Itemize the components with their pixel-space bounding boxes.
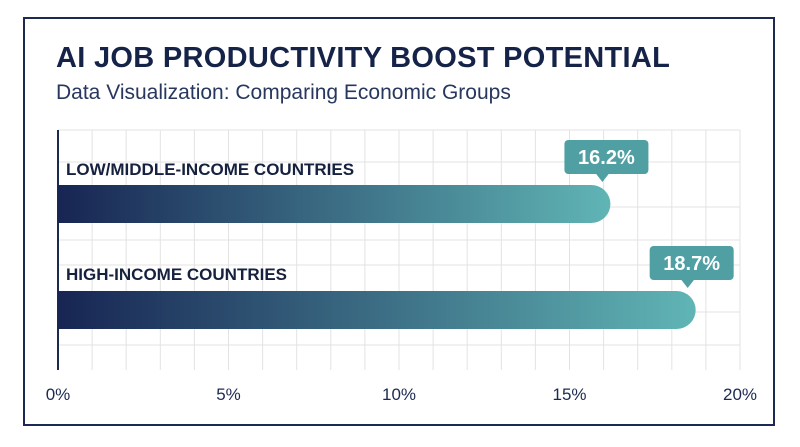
value-label: 16.2% bbox=[578, 147, 635, 169]
category-label: HIGH-INCOME COUNTRIES bbox=[66, 265, 287, 284]
chart-subtitle: Data Visualization: Comparing Economic G… bbox=[56, 81, 511, 104]
x-tick-label: 20% bbox=[723, 385, 757, 404]
x-axis-ticks: 0% 5% 10% 15% 20% bbox=[46, 385, 757, 404]
bar bbox=[58, 291, 696, 329]
value-callout bbox=[649, 246, 734, 280]
category-label: LOW/MIDDLE-INCOME COUNTRIES bbox=[66, 160, 354, 179]
callout-pointer bbox=[595, 173, 610, 182]
bar bbox=[58, 185, 611, 223]
callout-pointer bbox=[680, 279, 695, 288]
x-tick-label: 10% bbox=[382, 385, 416, 404]
x-tick-label: 0% bbox=[46, 385, 71, 404]
value-callout bbox=[564, 140, 649, 174]
value-label: 18.7% bbox=[663, 253, 720, 275]
chart-title: AI JOB PRODUCTIVITY BOOST POTENTIAL bbox=[56, 42, 671, 74]
x-tick-label: 15% bbox=[552, 385, 586, 404]
bars: LOW/MIDDLE-INCOME COUNTRIES 16.2% HIGH-INC… bbox=[58, 140, 734, 329]
x-tick-label: 5% bbox=[216, 385, 241, 404]
chart-frame bbox=[23, 17, 775, 426]
